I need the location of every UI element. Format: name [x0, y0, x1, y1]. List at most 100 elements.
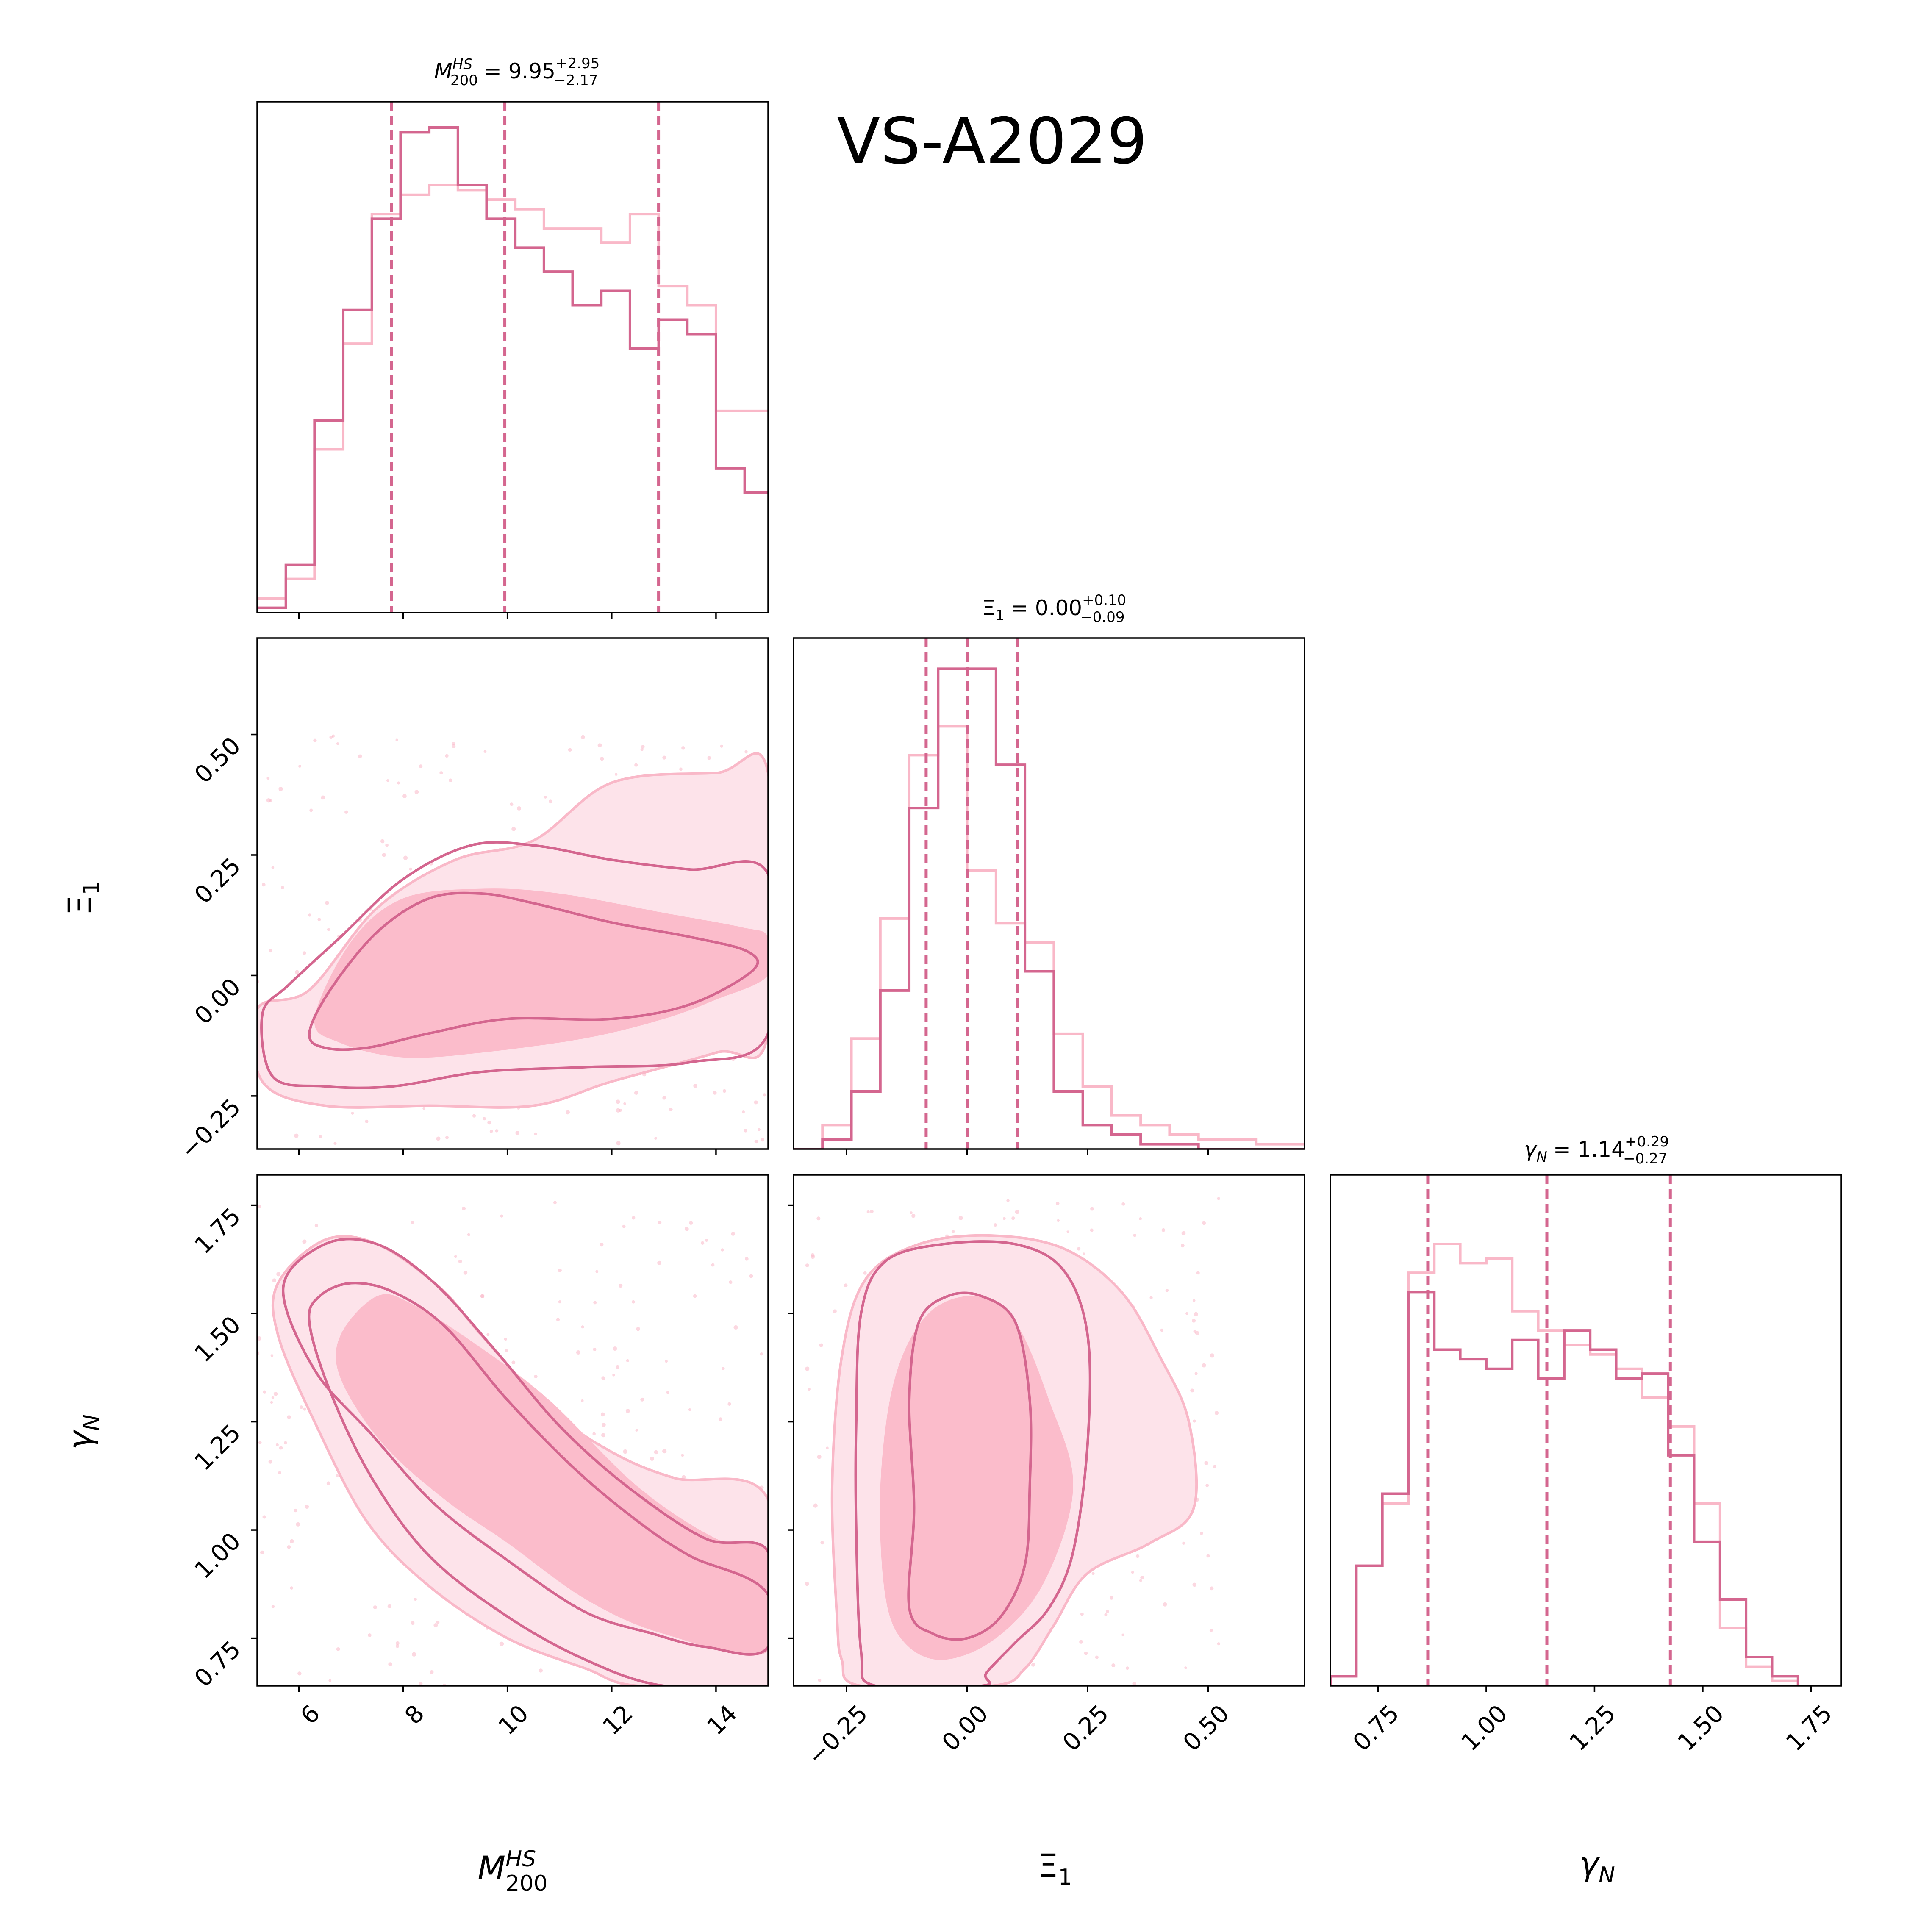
sample-point — [433, 1623, 438, 1627]
sample-point — [870, 1210, 874, 1213]
sample-point — [480, 1294, 484, 1299]
sample-point — [1214, 1411, 1219, 1415]
title-m200-symbol: M — [434, 59, 452, 83]
sample-point — [280, 886, 284, 890]
sample-point — [817, 1455, 822, 1459]
sample-point — [278, 1471, 281, 1474]
sample-point — [1111, 1663, 1116, 1667]
sample-point — [412, 1652, 416, 1657]
sample-point — [593, 1347, 597, 1351]
sample-point — [302, 1239, 307, 1244]
sample-point — [665, 1360, 668, 1363]
sample-point — [358, 754, 362, 758]
sample-point — [387, 1604, 391, 1608]
title-m200-minus: −2.17 — [554, 72, 598, 89]
sample-point — [684, 1227, 689, 1231]
sample-point — [612, 1374, 615, 1377]
sample-point — [351, 1112, 354, 1115]
title-xi1-symbol: Ξ — [982, 596, 996, 620]
sample-point — [1160, 1328, 1164, 1332]
ylabel-xi1-sub: 1 — [79, 881, 104, 895]
sample-point — [1011, 1216, 1015, 1220]
title-gamma-sub: N — [1536, 1149, 1547, 1166]
sample-point — [1139, 1579, 1142, 1582]
sample-point — [1184, 1666, 1187, 1669]
sample-point — [818, 1678, 822, 1682]
sample-point — [1195, 1331, 1199, 1335]
sample-point — [270, 1401, 273, 1404]
sample-point — [395, 1641, 400, 1645]
sample-point — [328, 1679, 332, 1682]
sample-point — [385, 844, 389, 847]
sample-point — [722, 1089, 727, 1093]
sample-point — [745, 1257, 749, 1261]
sample-point — [517, 806, 522, 811]
sample-point — [279, 1446, 283, 1450]
sample-point — [276, 1272, 281, 1277]
sample-point — [1202, 1363, 1206, 1368]
sample-point — [616, 1108, 621, 1113]
sample-point — [313, 738, 317, 743]
sample-point — [1181, 1231, 1186, 1235]
sample-point — [688, 1408, 691, 1411]
sample-point — [634, 763, 638, 767]
sample-point — [1194, 1312, 1198, 1316]
sample-point — [403, 855, 408, 860]
sample-point — [388, 1662, 392, 1666]
title-m200-value: = 9.95 — [484, 59, 555, 83]
xlabel-gamma-sub: N — [1599, 1863, 1615, 1888]
sample-point — [445, 754, 449, 758]
sample-point — [325, 901, 329, 905]
sample-point — [1121, 1202, 1125, 1206]
sample-point — [602, 1423, 606, 1427]
sample-point — [482, 1117, 486, 1121]
sample-point — [1095, 1655, 1099, 1659]
xlabel-m200: MHS 200 — [478, 1846, 548, 1896]
sample-point — [640, 748, 644, 751]
sample-point — [271, 866, 275, 869]
sample-point — [262, 883, 266, 887]
sample-point — [1090, 1228, 1094, 1232]
sample-point — [1091, 1572, 1095, 1575]
axes-frame — [256, 1174, 769, 1687]
contour-run-a-inner — [308, 891, 759, 1051]
sample-point — [1181, 1244, 1185, 1248]
sample-point — [397, 781, 400, 785]
sample-point — [487, 1120, 491, 1125]
sample-point — [744, 1128, 748, 1133]
sample-point — [1139, 1217, 1142, 1220]
sample-point — [386, 779, 389, 782]
sample-point — [298, 764, 302, 768]
xlabel-xi1-symbol: Ξ — [1038, 1847, 1058, 1885]
sample-point — [600, 1412, 605, 1417]
contour-run-a-outer — [260, 841, 768, 1089]
sample-point — [662, 1096, 666, 1100]
sample-point — [713, 1091, 717, 1095]
sample-point — [616, 1099, 620, 1104]
sample-point — [549, 799, 552, 804]
sample-point — [278, 787, 283, 791]
hist-run-a — [794, 667, 1305, 1149]
title-xi1-plus: +0.10 — [1082, 592, 1126, 609]
title-m200-sup: HS — [452, 56, 472, 73]
sample-point — [336, 742, 339, 745]
sample-point — [763, 1093, 766, 1097]
sample-point — [722, 1367, 725, 1370]
sample-point — [654, 1137, 657, 1140]
sample-point — [581, 1325, 584, 1329]
sample-point — [419, 764, 423, 768]
sample-point — [1104, 1613, 1108, 1616]
sample-point — [951, 1230, 955, 1233]
title-gamma-minus: −0.27 — [1623, 1150, 1667, 1167]
sample-point — [344, 810, 348, 814]
sample-point — [1090, 1207, 1094, 1211]
sample-point — [1205, 1483, 1209, 1487]
sample-point — [472, 1114, 476, 1118]
sample-point — [636, 1327, 640, 1331]
sample-point — [395, 1644, 400, 1648]
sample-point — [495, 1129, 499, 1133]
sample-point — [625, 1409, 630, 1413]
sample-point — [263, 1390, 266, 1394]
xlabel-gamma-symbol: γ — [1579, 1845, 1600, 1882]
